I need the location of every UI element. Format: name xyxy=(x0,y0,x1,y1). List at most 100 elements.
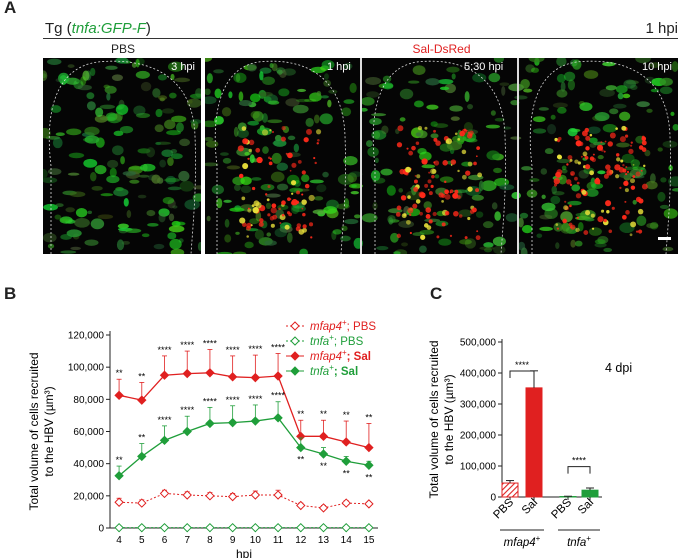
bacteria-dot xyxy=(570,171,575,176)
cell-blob xyxy=(433,123,449,128)
data-point xyxy=(318,503,329,513)
bacteria-dot xyxy=(298,229,305,235)
data-point xyxy=(114,471,124,481)
bacteria-dot xyxy=(317,139,320,142)
cell-blob xyxy=(94,164,107,175)
bacteria-dot xyxy=(251,186,256,191)
bacteria-dot xyxy=(630,221,637,228)
cell-blob xyxy=(556,58,567,67)
group-superscript: + xyxy=(586,534,591,543)
cell-blob xyxy=(137,194,147,199)
cell-blob xyxy=(111,74,123,81)
bacteria-dot xyxy=(250,224,253,227)
cell-blob xyxy=(276,183,289,191)
cell-blob xyxy=(265,202,272,210)
cell-blob xyxy=(532,128,547,134)
scale-bar xyxy=(658,237,671,240)
data-point xyxy=(159,488,170,499)
cell-blob xyxy=(221,107,232,117)
cell-blob xyxy=(278,88,290,97)
cell-blob xyxy=(214,116,224,125)
cell-blob xyxy=(292,205,306,213)
y-tick-label: 100,000 xyxy=(460,462,497,473)
cell-blob xyxy=(499,184,515,191)
cell-blob xyxy=(602,124,618,133)
series-line xyxy=(118,372,370,449)
bacteria-dot xyxy=(569,183,573,187)
cell-blob xyxy=(77,84,92,91)
cell-blob xyxy=(472,73,487,83)
bacteria-dot xyxy=(624,134,629,138)
significance-label: ** xyxy=(297,409,305,419)
cell-blob xyxy=(170,148,178,154)
cell-blob xyxy=(613,103,627,109)
bacteria-dot xyxy=(281,125,286,131)
bacteria-dot xyxy=(297,160,302,164)
cell-blob xyxy=(113,130,124,137)
cell-blob xyxy=(464,238,476,249)
cell-blob xyxy=(176,122,184,133)
bacteria-dot xyxy=(436,235,440,239)
bacteria-dot xyxy=(641,147,647,152)
cell-blob xyxy=(435,187,448,196)
cell-blob xyxy=(137,148,151,154)
bacteria-dot xyxy=(241,196,246,201)
cell-blob xyxy=(343,99,355,104)
cell-blob xyxy=(229,207,245,212)
cell-blob xyxy=(367,146,379,158)
cell-blob xyxy=(376,246,389,251)
cell-blob xyxy=(480,180,497,192)
cell-blob xyxy=(597,170,606,175)
cell-blob xyxy=(254,229,264,240)
cell-blob xyxy=(398,188,404,193)
cell-blob xyxy=(636,215,647,226)
bacteria-dot xyxy=(287,197,291,202)
bacteria-dot xyxy=(574,176,578,181)
x-tick-label: 9 xyxy=(230,535,236,546)
x-tick-label: 10 xyxy=(250,535,262,546)
bacteria-dot xyxy=(415,141,420,145)
cell-blob xyxy=(104,85,117,94)
cell-blob xyxy=(170,73,175,81)
cell-blob xyxy=(117,223,129,229)
bacteria-dot xyxy=(641,183,648,190)
bacteria-dot xyxy=(396,205,402,211)
bacteria-dot xyxy=(576,181,580,185)
cell-blob xyxy=(483,242,494,248)
cell-blob xyxy=(479,246,495,251)
cell-blob xyxy=(572,59,582,70)
cell-blob xyxy=(550,195,561,205)
cell-blob xyxy=(116,239,125,251)
cell-blob xyxy=(390,232,399,243)
timepoint-label: 5:30 hpi xyxy=(464,61,504,73)
significance-label: **** xyxy=(158,415,173,425)
cell-blob xyxy=(164,177,180,183)
cell-blob xyxy=(244,151,250,156)
cell-blob xyxy=(179,180,194,192)
cell-blob xyxy=(444,83,456,94)
bacteria-dot xyxy=(259,218,264,223)
bacteria-dot xyxy=(302,224,307,229)
data-point xyxy=(364,460,374,470)
data-point xyxy=(182,426,192,437)
legend-superscript: + xyxy=(329,333,334,342)
cell-blob xyxy=(52,137,63,149)
cell-blob xyxy=(438,78,454,85)
cell-blob xyxy=(167,199,176,209)
cell-blob xyxy=(491,202,498,210)
cell-blob xyxy=(439,176,454,183)
tissue-outline xyxy=(529,60,671,254)
cell-blob xyxy=(585,188,599,197)
cell-blob xyxy=(115,58,129,64)
bacteria-dot xyxy=(308,194,315,202)
bacteria-dot xyxy=(278,207,281,211)
cell-blob xyxy=(84,135,100,144)
bacteria-dot xyxy=(603,173,609,179)
bacteria-dot xyxy=(603,150,606,153)
micrograph-divider xyxy=(360,58,362,254)
cell-blob xyxy=(323,79,332,87)
bacteria-dot xyxy=(415,199,421,204)
bacteria-dot xyxy=(620,159,624,163)
bacteria-dot xyxy=(427,179,432,184)
cell-blob xyxy=(43,70,48,82)
